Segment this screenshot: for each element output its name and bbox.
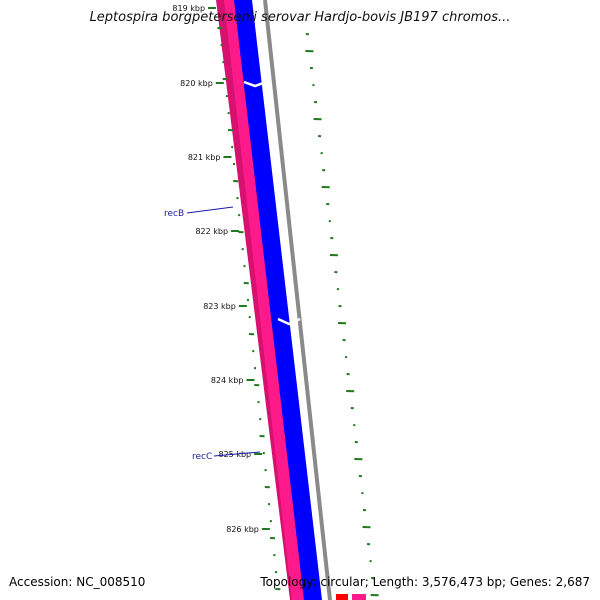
outer-pink-track <box>224 0 304 600</box>
cds-track <box>234 0 322 600</box>
gene-label-recc: recC <box>192 452 212 462</box>
gene-boundary-marker <box>277 317 301 326</box>
gene-label-recb: recB <box>164 209 184 219</box>
map-title: Leptospira borgpetersenii serovar Hardjo… <box>89 10 511 25</box>
genome-summary-text: Topology: circular; Length: 3,576,473 bp… <box>260 575 590 589</box>
kbp-label: 821 kbp <box>188 153 221 162</box>
gene-boundary-marker <box>243 80 267 88</box>
kbp-label: 824 kbp <box>211 376 244 385</box>
kbp-label: 822 kbp <box>195 227 228 236</box>
kbp-label: 820 kbp <box>180 79 213 88</box>
kbp-label: 819 kbp <box>172 4 205 13</box>
gene-leader-line <box>186 206 234 214</box>
kbp-label: 826 kbp <box>226 525 259 534</box>
kbp-label: 823 kbp <box>203 302 236 311</box>
feature-bottom-pink <box>352 594 366 600</box>
gene-leader-line <box>213 451 261 457</box>
accession-text: Accession: NC_008510 <box>9 575 146 589</box>
backbone-line <box>263 0 332 600</box>
feature-bottom-red <box>336 594 348 600</box>
